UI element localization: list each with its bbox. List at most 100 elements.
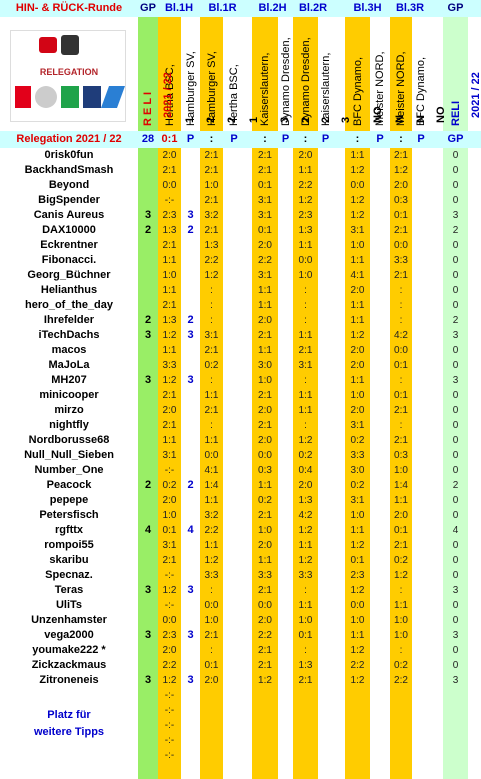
- score: 3:3: [394, 255, 408, 266]
- total: 0: [452, 240, 459, 251]
- score: 0:2: [350, 480, 365, 491]
- score: 3:1: [162, 540, 177, 551]
- score: 2:1: [204, 165, 219, 176]
- score: 2:1: [394, 540, 408, 551]
- score: 3:3: [350, 450, 365, 461]
- team-label: Hamburger SV, 2: [181, 22, 217, 126]
- score: 0:4: [298, 465, 313, 476]
- points: 2: [187, 314, 194, 326]
- player-name: DAX10000: [42, 224, 96, 236]
- column-header: Bl.2H: [258, 2, 287, 14]
- subheader-gp: GP: [447, 133, 464, 145]
- score: 1:2: [350, 645, 365, 656]
- team-name: Dynamo Dresden,: [299, 37, 312, 126]
- score: 0:0: [258, 450, 272, 461]
- score: 0:1: [394, 390, 408, 401]
- placeholder: -:-: [164, 705, 175, 716]
- score: 2:0: [162, 405, 177, 416]
- gp-header: GP: [447, 2, 464, 14]
- score: 2:0: [258, 315, 272, 326]
- subheader-cell: P: [321, 133, 330, 145]
- player-name: Ihrefelder: [43, 314, 95, 326]
- player-name: BigSpender: [38, 194, 100, 206]
- total: 0: [452, 510, 459, 521]
- total: 3: [452, 675, 459, 686]
- player-name: Zitroneneis: [39, 674, 99, 686]
- score: 2:0: [350, 285, 365, 296]
- score: 2:1: [162, 300, 177, 311]
- total: 0: [452, 615, 459, 626]
- score: 0:2: [394, 660, 408, 671]
- column-bg: [138, 17, 158, 779]
- score: 2:2: [298, 180, 313, 191]
- team-label: Meister NORD, N: [370, 22, 406, 126]
- score: 1:2: [204, 270, 219, 281]
- score: 0:0: [204, 600, 219, 611]
- score: 1:1: [350, 525, 365, 536]
- player-name: MH207: [51, 374, 87, 386]
- score: 2:0: [162, 645, 177, 656]
- column-header: Bl.3R: [395, 2, 425, 14]
- score: 0:2: [298, 450, 313, 461]
- total: 2: [452, 315, 459, 326]
- points: 3: [187, 209, 194, 221]
- logo-icon: [61, 35, 79, 55]
- subheader-gp: 28: [141, 133, 155, 145]
- score: 0:0: [350, 180, 365, 191]
- team-name: BFC Dynamo,: [415, 56, 427, 126]
- score: 1:2: [350, 540, 365, 551]
- score: 2:1: [394, 225, 408, 236]
- score: 1:2: [162, 330, 177, 341]
- score: 2:1: [298, 345, 313, 356]
- total: 0: [452, 285, 459, 296]
- total: 3: [452, 375, 459, 386]
- player-name: Petersfisch: [39, 509, 99, 521]
- score: 2:1: [204, 630, 219, 641]
- reli-label: RELI 2021 / 22: [446, 22, 481, 126]
- score: 2:0: [350, 345, 365, 356]
- total: 0: [452, 450, 459, 461]
- player-name: UliTs: [55, 599, 83, 611]
- total: 0: [452, 150, 459, 161]
- column-bg: [158, 17, 181, 779]
- placeholder: -:-: [164, 690, 175, 701]
- score: :: [210, 375, 213, 386]
- score: 4:1: [350, 270, 365, 281]
- gp: 3: [144, 584, 152, 596]
- team-name: BFC Dynamo,: [351, 56, 364, 126]
- score: 1:2: [162, 585, 177, 596]
- team-label: Hertha BSC, 1: [224, 22, 260, 126]
- gp: 3: [144, 674, 152, 686]
- team-name: Meister NORD,: [374, 51, 386, 126]
- score: 2:0: [298, 480, 313, 491]
- score: 1:1: [204, 540, 219, 551]
- score: 2:2: [258, 630, 272, 641]
- score: 0:2: [162, 480, 177, 491]
- score: 2:3: [162, 210, 177, 221]
- total: 0: [452, 660, 459, 671]
- player-name: 0risk0fun: [44, 149, 94, 161]
- player-name: Helianthus: [40, 284, 98, 296]
- score: 1:0: [350, 240, 365, 251]
- team-name: Kaiserslautern,: [259, 52, 271, 126]
- header-row: [0, 0, 481, 17]
- score: 2:1: [162, 240, 177, 251]
- subheader-cell: :: [263, 133, 267, 145]
- score: :: [399, 285, 403, 296]
- score: :: [304, 300, 307, 311]
- score: 1:3: [298, 495, 313, 506]
- total: 3: [452, 330, 459, 341]
- score: 1:0: [162, 270, 177, 281]
- column-header: Bl.1R: [208, 2, 237, 14]
- player-name: vega2000: [44, 629, 94, 641]
- score: 1:0: [162, 510, 177, 521]
- score: :: [399, 315, 403, 326]
- score: 2:1: [394, 405, 408, 416]
- score: 2:1: [204, 225, 219, 236]
- player-name: Fibonacci.: [41, 254, 97, 266]
- team-name: Dynamo Dresden,: [279, 37, 292, 126]
- score: 0:1: [394, 525, 408, 536]
- score: 0:1: [298, 630, 313, 641]
- team-label: Meister NORD, N: [391, 22, 427, 126]
- player-name: Specnaz.: [45, 569, 93, 581]
